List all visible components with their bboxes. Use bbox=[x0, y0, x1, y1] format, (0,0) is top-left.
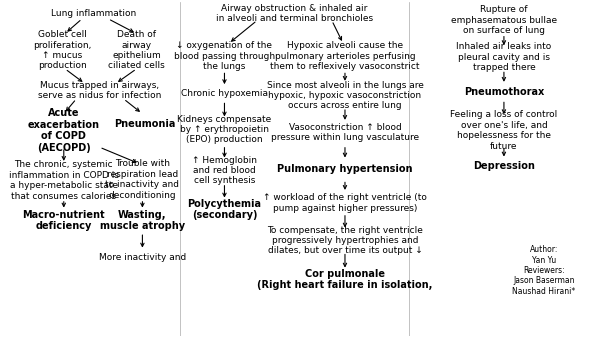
Text: Since most alveoli in the lungs are
hypoxic, hypoxic vasoconstriction
occurs acr: Since most alveoli in the lungs are hypo… bbox=[266, 81, 424, 110]
Text: Vasoconstriction ↑ blood
pressure within lung vasculature: Vasoconstriction ↑ blood pressure within… bbox=[271, 123, 419, 143]
Text: Depression: Depression bbox=[473, 161, 535, 171]
Text: Wasting,
muscle atrophy: Wasting, muscle atrophy bbox=[100, 210, 185, 231]
Text: Pneumothorax: Pneumothorax bbox=[464, 87, 544, 97]
Text: Chronic hypoxemia: Chronic hypoxemia bbox=[181, 89, 268, 98]
Text: Kidneys compensate
by ↑ erythropoietin
(EPO) production: Kidneys compensate by ↑ erythropoietin (… bbox=[178, 115, 272, 144]
Text: Trouble with
respiration lead
to inactivity and
deconditioning: Trouble with respiration lead to inactiv… bbox=[106, 159, 179, 200]
Text: Macro-nutrient
deficiency: Macro-nutrient deficiency bbox=[22, 210, 105, 231]
Text: Death of
airway
epithelium
ciliated cells: Death of airway epithelium ciliated cell… bbox=[108, 30, 165, 70]
Text: Goblet cell
proliferation,
↑ mucus
production: Goblet cell proliferation, ↑ mucus produ… bbox=[33, 30, 91, 70]
Text: ↓ oxygenation of the
blood passing through
the lungs: ↓ oxygenation of the blood passing throu… bbox=[174, 41, 275, 71]
Text: Pneumonia: Pneumonia bbox=[115, 119, 176, 129]
Text: ↑ workload of the right ventricle (to
pump against higher pressures): ↑ workload of the right ventricle (to pu… bbox=[263, 193, 427, 213]
Text: Lung inflammation: Lung inflammation bbox=[51, 9, 136, 18]
Text: The chronic, systemic
inflammation in COPD is
a hyper-metabolic state
that consu: The chronic, systemic inflammation in CO… bbox=[9, 160, 119, 201]
Text: Pulmonary hypertension: Pulmonary hypertension bbox=[277, 164, 413, 175]
Text: Mucus trapped in airways,
serve as nidus for infection: Mucus trapped in airways, serve as nidus… bbox=[38, 81, 161, 100]
Text: Polycythemia
(secondary): Polycythemia (secondary) bbox=[187, 199, 262, 220]
Text: Hypoxic alveoli cause the
pulmonary arterioles perfusing
them to reflexively vas: Hypoxic alveoli cause the pulmonary arte… bbox=[270, 41, 420, 71]
Text: More inactivity and: More inactivity and bbox=[99, 253, 186, 262]
Text: Acute
exacerbation
of COPD
(AECOPD): Acute exacerbation of COPD (AECOPD) bbox=[28, 108, 100, 153]
Text: ↑ Hemoglobin
and red blood
cell synthesis: ↑ Hemoglobin and red blood cell synthesi… bbox=[192, 156, 257, 185]
Text: Cor pulmonale
(Right heart failure in isolation,: Cor pulmonale (Right heart failure in is… bbox=[257, 269, 433, 290]
Text: Rupture of
emphasematous bullae
on surface of lung: Rupture of emphasematous bullae on surfa… bbox=[451, 5, 557, 35]
Text: Inhaled air leaks into
pleural cavity and is
trapped there: Inhaled air leaks into pleural cavity an… bbox=[457, 42, 551, 72]
Text: Airway obstruction & inhaled air
in alveoli and terminal bronchioles: Airway obstruction & inhaled air in alve… bbox=[216, 4, 373, 23]
Text: Feeling a loss of control
over one's life, and
hopelessness for the
future: Feeling a loss of control over one's lif… bbox=[451, 110, 557, 151]
Text: To compensate, the right ventricle
progressively hypertrophies and
dilates, but : To compensate, the right ventricle progr… bbox=[267, 226, 423, 255]
Text: Author:
Yan Yu
Reviewers:
Jason Baserman
Naushad Hirani*: Author: Yan Yu Reviewers: Jason Baserman… bbox=[512, 245, 576, 296]
